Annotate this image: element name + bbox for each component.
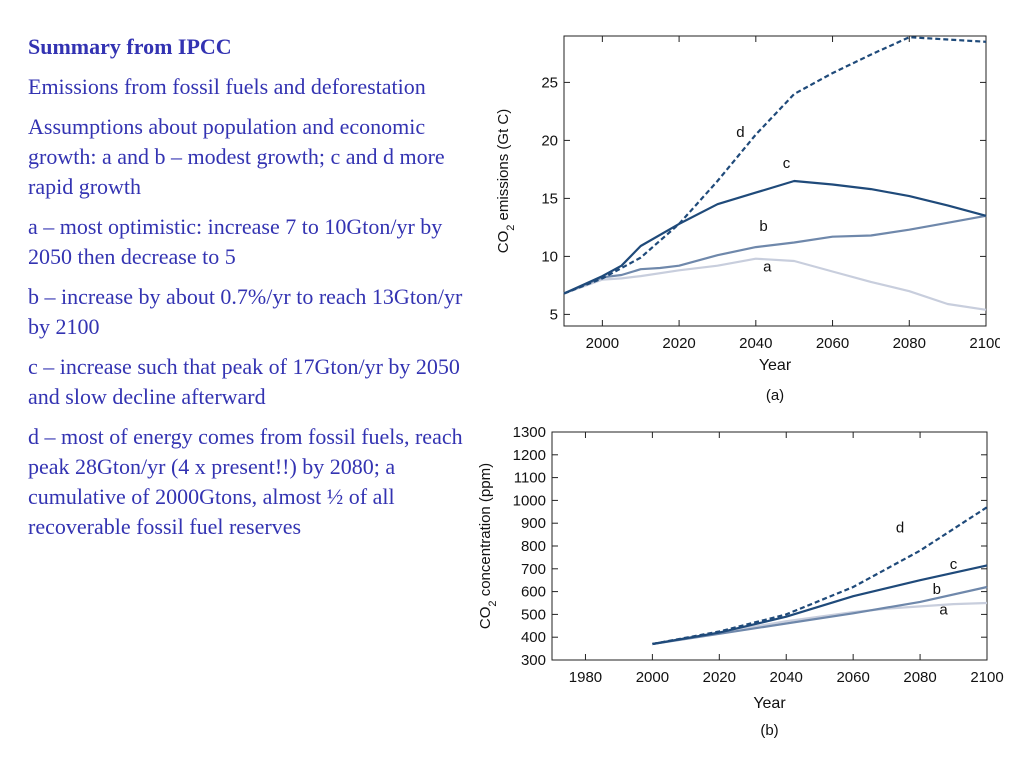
x-tick-label: 2060 [836, 669, 869, 686]
paragraph-assumptions: Assumptions about population and economi… [28, 114, 445, 199]
y-tick-label: 300 [521, 652, 546, 669]
paragraph-scenario-a: a – most optimistic: increase 7 to 10Gto… [28, 214, 443, 269]
panel-label: (a) [766, 387, 784, 404]
y-tick-label: 900 [521, 515, 546, 532]
series-line-c [563, 179, 987, 295]
y-tick-label: 1300 [513, 424, 546, 441]
paragraph-scenario-d: d – most of energy comes from fossil fue… [28, 424, 463, 539]
y-tick-label: 1200 [513, 447, 546, 464]
y-tick-label: 1100 [514, 470, 546, 487]
series-label-a: a [939, 601, 948, 618]
y-tick-label: 800 [521, 538, 546, 555]
x-tick-label: 2080 [903, 669, 936, 686]
x-tick-label: 2060 [816, 335, 849, 352]
y-tick-label: 25 [541, 74, 558, 91]
y-tick-label: 5 [550, 306, 558, 323]
x-tick-label: 2000 [636, 669, 669, 686]
series-line-d [563, 36, 987, 295]
y-tick-label: 20 [541, 132, 558, 149]
x-tick-label: 2040 [739, 335, 772, 352]
x-tick-label: 2000 [586, 335, 619, 352]
series-line-b [563, 214, 987, 295]
slide-title: Summary from IPCC [28, 34, 232, 59]
paragraph-scenario-b: b – increase by about 0.7%/yr to reach 1… [28, 284, 463, 339]
series-label-b: b [759, 218, 767, 235]
series-label-b: b [933, 581, 941, 598]
series-line-a [563, 257, 987, 311]
y-axis-label: CO2 emissions (Gt C) [495, 109, 517, 253]
series-label-a: a [763, 258, 772, 275]
paragraph-emissions: Emissions from fossil fuels and deforest… [28, 74, 426, 99]
y-tick-label: 600 [521, 584, 546, 601]
y-tick-label: 1000 [513, 492, 546, 509]
paragraph-scenario-c: c – increase such that peak of 17Gton/yr… [28, 354, 460, 409]
series-line-a [652, 601, 988, 646]
x-tick-label: 2080 [893, 335, 926, 352]
series-line-d [652, 506, 988, 646]
emissions-chart: 2000 2020 2040 2060 2080 2100 5 10 15 20 25 a b c d Yea… [495, 35, 1000, 404]
y-tick-label: 15 [541, 190, 558, 207]
x-tick-label: 2100 [970, 669, 1003, 686]
series-label-c: c [783, 155, 791, 172]
series-label-d: d [896, 519, 904, 536]
series-label-d: d [736, 124, 744, 141]
y-tick-label: 500 [521, 606, 546, 623]
y-tick-label: 400 [521, 629, 546, 646]
y-axis-label: CO2 concentration (ppm) [477, 463, 499, 629]
x-axis-label: Year [759, 357, 792, 374]
concentration-chart: 1980 2000 2020 2040 2060 2080 2100 300 400 500 600… [477, 424, 1004, 739]
x-tick-label: 2040 [770, 669, 803, 686]
x-axis-label: Year [753, 695, 786, 712]
series-label-c: c [950, 556, 958, 573]
plot-frame [563, 35, 987, 327]
summary-text-panel: Summary from IPCC Emissions from fossil … [28, 32, 488, 552]
x-tick-label: 2020 [703, 669, 736, 686]
x-tick-label: 1980 [569, 669, 602, 686]
x-tick-label: 2020 [662, 335, 695, 352]
y-tick-label: 700 [521, 561, 546, 578]
panel-label: (b) [760, 722, 778, 739]
x-tick-label: 2100 [969, 335, 1000, 352]
y-tick-label: 10 [541, 248, 558, 265]
